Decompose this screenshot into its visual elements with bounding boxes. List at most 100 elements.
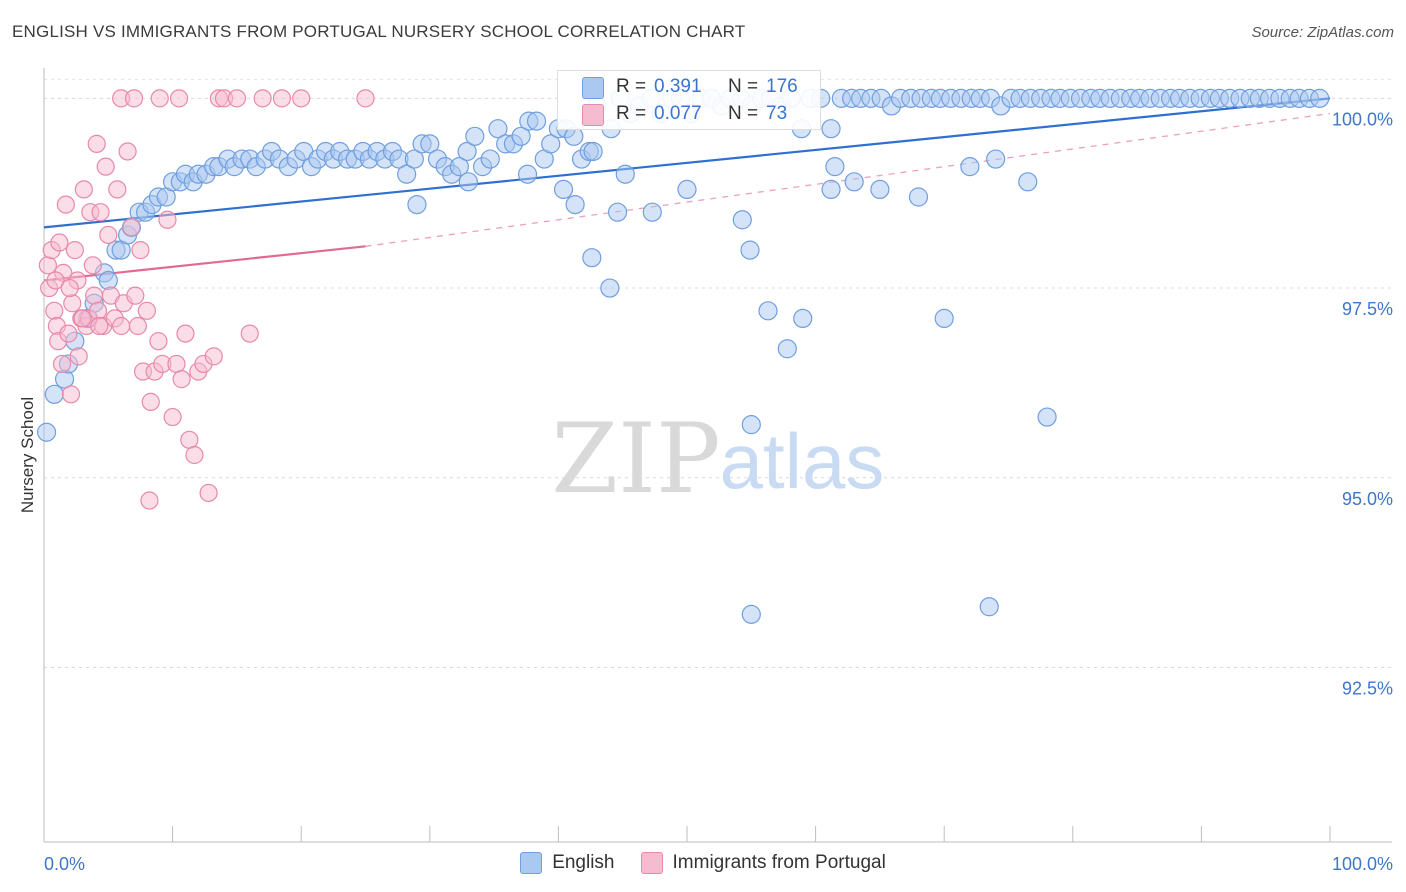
english-point — [870, 179, 890, 200]
english-point — [960, 157, 980, 177]
portugal-point — [137, 301, 156, 320]
portugal-point — [158, 210, 177, 229]
legend-label-english: English — [552, 852, 615, 873]
portugal-point — [85, 286, 104, 305]
legend-swatch-english — [520, 852, 543, 874]
english-point — [1018, 172, 1038, 192]
english-point — [511, 126, 531, 146]
data-points — [36, 88, 1330, 624]
y-tick-label: 100.0% — [1332, 109, 1393, 129]
english-point — [517, 164, 538, 184]
portugal-point — [59, 324, 78, 343]
portugal-point — [56, 195, 75, 214]
portugal-point — [50, 233, 69, 252]
portugal-point — [61, 385, 81, 404]
english-point — [642, 202, 662, 222]
watermark: ZIP atlas — [551, 403, 884, 515]
english-point — [741, 604, 761, 624]
portugal-point — [74, 180, 93, 199]
portugal-point — [199, 483, 218, 503]
x-tick-label: 0.0% — [44, 854, 85, 874]
portugal-point — [83, 256, 102, 275]
portugal-point — [150, 89, 169, 108]
portugal-swatch — [582, 104, 604, 126]
portugal-point — [73, 309, 92, 328]
english-point — [488, 119, 508, 139]
portugal-point — [112, 316, 131, 336]
portugal-point — [118, 142, 137, 161]
portugal-r-value: 0.077 — [654, 103, 702, 124]
english-point — [986, 149, 1006, 169]
english-point — [583, 141, 603, 162]
english-n-value: 176 — [766, 76, 798, 97]
series-portugal — [38, 89, 375, 510]
english-point — [777, 339, 797, 359]
english-point — [98, 270, 118, 291]
portugal-point — [45, 301, 64, 320]
english-point — [404, 149, 424, 169]
portugal-point — [131, 241, 150, 260]
chart-legend: English Immigrants from Portugal — [0, 852, 1406, 874]
portugal-point — [163, 407, 182, 427]
n-label: N = — [728, 76, 759, 97]
english-point — [36, 422, 57, 442]
y-tick-label: 92.5% — [1342, 678, 1393, 698]
portugal-point — [128, 316, 147, 336]
english-point — [1037, 407, 1057, 427]
english-point — [1310, 88, 1330, 108]
portugal-n-value: 73 — [766, 103, 788, 124]
english-trend-line — [43, 97, 1331, 229]
portugal-point — [108, 180, 127, 199]
english-point — [825, 157, 845, 177]
portugal-point — [180, 430, 199, 449]
english-point — [740, 240, 760, 260]
portugal-point — [46, 271, 65, 290]
english-point — [458, 172, 478, 192]
portugal-point — [149, 332, 168, 351]
english-point — [607, 202, 628, 222]
portugal-point — [63, 294, 82, 313]
portugal-point — [204, 347, 223, 366]
portugal-point — [140, 491, 159, 510]
english-r-value: 0.391 — [654, 76, 702, 97]
watermark-zip: ZIP — [551, 403, 720, 515]
portugal-point — [169, 89, 189, 108]
english-point — [677, 179, 697, 200]
portugal-point — [167, 354, 186, 374]
english-point — [480, 149, 500, 169]
y-tick-label: 97.5% — [1342, 299, 1393, 319]
english-point — [979, 597, 999, 617]
y-tick-label: 95.0% — [1342, 489, 1393, 509]
english-point — [407, 194, 427, 215]
english-point — [615, 164, 635, 184]
portugal-point — [292, 89, 311, 108]
portugal-point — [91, 203, 110, 222]
english-point — [541, 134, 561, 154]
english-point — [821, 179, 841, 200]
english-point — [526, 111, 547, 131]
portugal-point — [90, 316, 109, 336]
legend-item-english[interactable]: English — [520, 852, 615, 874]
english-point — [582, 248, 602, 268]
chart-title: ENGLISH VS IMMIGRANTS FROM PORTUGAL NURS… — [12, 22, 746, 41]
english-point — [397, 164, 417, 184]
x-tick-label: 100.0% — [1332, 854, 1393, 874]
legend-item-portugal[interactable]: Immigrants from Portugal — [640, 852, 886, 874]
n-label: N = — [728, 103, 759, 124]
portugal-point — [122, 218, 141, 237]
portugal-point — [124, 89, 144, 108]
portugal-point — [185, 445, 204, 465]
english-point — [449, 157, 469, 177]
english-point — [934, 308, 954, 329]
portugal-point — [272, 89, 292, 108]
english-point — [553, 179, 574, 200]
english-swatch — [582, 77, 604, 99]
tick-labels: 100.0% 97.5% 95.0% 92.5% 0.0% 100.0% — [44, 109, 1393, 874]
portugal-point — [227, 89, 246, 108]
english-point — [44, 384, 64, 404]
legend-swatch-portugal — [640, 852, 663, 874]
english-point — [565, 194, 585, 215]
portugal-point — [99, 225, 118, 245]
portugal-point — [240, 324, 259, 343]
